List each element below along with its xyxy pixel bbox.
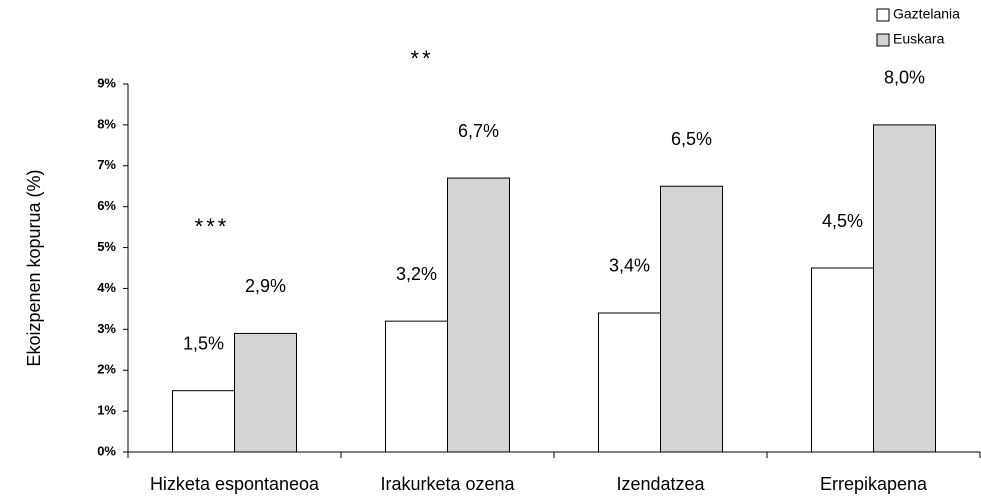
- value-label: 3,2%: [396, 264, 437, 284]
- value-label: 4,5%: [822, 211, 863, 231]
- y-tick-label: 6%: [97, 198, 116, 213]
- bar: [873, 124, 936, 453]
- bar: [811, 267, 874, 453]
- bar: [447, 177, 510, 453]
- bar: [385, 320, 448, 453]
- y-tick-label: 2%: [97, 362, 116, 377]
- y-tick-label: 1%: [97, 403, 116, 418]
- y-tick-label: 8%: [97, 116, 116, 131]
- x-tick-label: Errepikapena: [820, 474, 928, 494]
- annotation: ***: [195, 214, 230, 239]
- bar: [598, 312, 661, 453]
- legend-label: Euskara: [893, 31, 945, 47]
- value-label: 3,4%: [609, 256, 650, 276]
- value-label: 1,5%: [183, 333, 224, 353]
- annotation: **: [410, 46, 433, 71]
- y-tick-label: 7%: [97, 157, 116, 172]
- value-label: 8,0%: [884, 68, 925, 88]
- x-tick-label: Irakurketa ozena: [380, 474, 515, 494]
- y-tick-label: 0%: [97, 443, 116, 458]
- y-tick-label: 5%: [97, 239, 116, 254]
- x-tick-label: Izendatzea: [616, 474, 705, 494]
- value-label: 6,5%: [671, 129, 712, 149]
- bar: [660, 185, 723, 453]
- y-tick-label: 9%: [97, 75, 116, 90]
- y-axis-label: Ekoizpenen kopurua (%): [24, 169, 44, 366]
- y-tick-label: 3%: [97, 321, 116, 336]
- legend-label: Gaztelania: [893, 6, 960, 22]
- value-label: 2,9%: [245, 276, 286, 296]
- bar: [234, 332, 297, 453]
- value-label: 6,7%: [458, 121, 499, 141]
- bar: [172, 390, 235, 453]
- legend-swatch: [876, 8, 890, 22]
- x-tick-label: Hizketa espontaneoa: [150, 474, 320, 494]
- legend-swatch: [876, 33, 890, 47]
- y-tick-label: 4%: [97, 280, 116, 295]
